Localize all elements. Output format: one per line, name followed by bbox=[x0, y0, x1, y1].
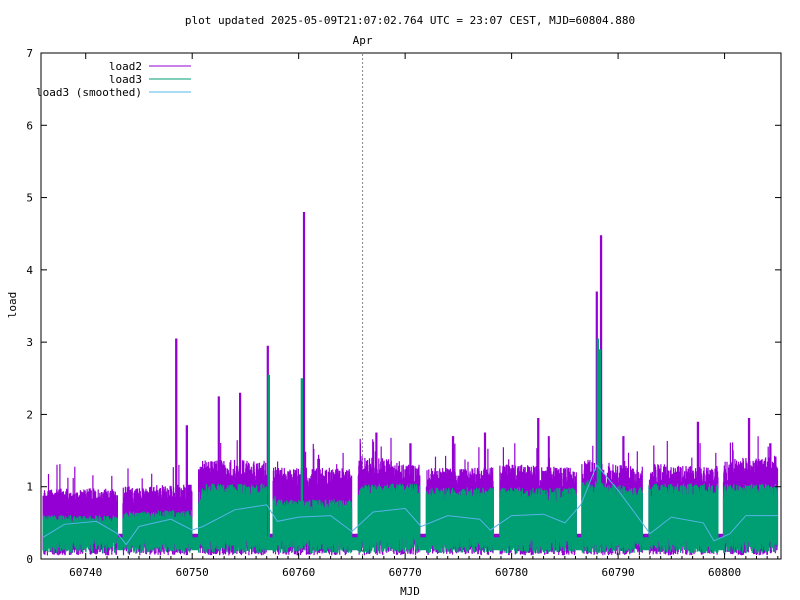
series-layer bbox=[42, 212, 779, 556]
x-tick-label: 60800 bbox=[708, 566, 741, 579]
x-tick-label: 60770 bbox=[389, 566, 422, 579]
plot-frame bbox=[40, 52, 782, 560]
y-tick-label: 0 bbox=[26, 553, 33, 566]
y-tick-label: 4 bbox=[26, 264, 33, 277]
y-tick-label: 7 bbox=[26, 47, 33, 60]
legend-label: load2 bbox=[109, 60, 142, 73]
x-tick-label: 60740 bbox=[69, 566, 102, 579]
y-axis: 0 1 2 3 4 5 6 7 bbox=[26, 47, 781, 566]
x-tick-label: 60790 bbox=[602, 566, 635, 579]
series-load3 bbox=[42, 338, 779, 554]
x-tick-label: 60750 bbox=[176, 566, 209, 579]
y-tick-label: 6 bbox=[26, 119, 33, 132]
y-tick-label: 5 bbox=[26, 192, 33, 205]
legend-label: load3 (smoothed) bbox=[36, 86, 142, 99]
x-axis: 60740 60750 60760 60770 60780 60790 60800 bbox=[69, 53, 779, 579]
x-tick-label: 60780 bbox=[495, 566, 528, 579]
series-load3-smoothed bbox=[42, 464, 778, 546]
y-axis-label: load bbox=[6, 292, 19, 319]
x-tick-label: 60760 bbox=[282, 566, 315, 579]
y-tick-label: 2 bbox=[26, 408, 33, 421]
y-tick-label: 3 bbox=[26, 336, 33, 349]
y-tick-label: 1 bbox=[26, 481, 33, 494]
x-axis-label: MJD bbox=[400, 585, 420, 598]
chart-title: plot updated 2025-05-09T21:07:02.764 UTC… bbox=[185, 14, 635, 27]
month-marker-label: Apr bbox=[353, 34, 373, 47]
legend-label: load3 bbox=[109, 73, 142, 86]
